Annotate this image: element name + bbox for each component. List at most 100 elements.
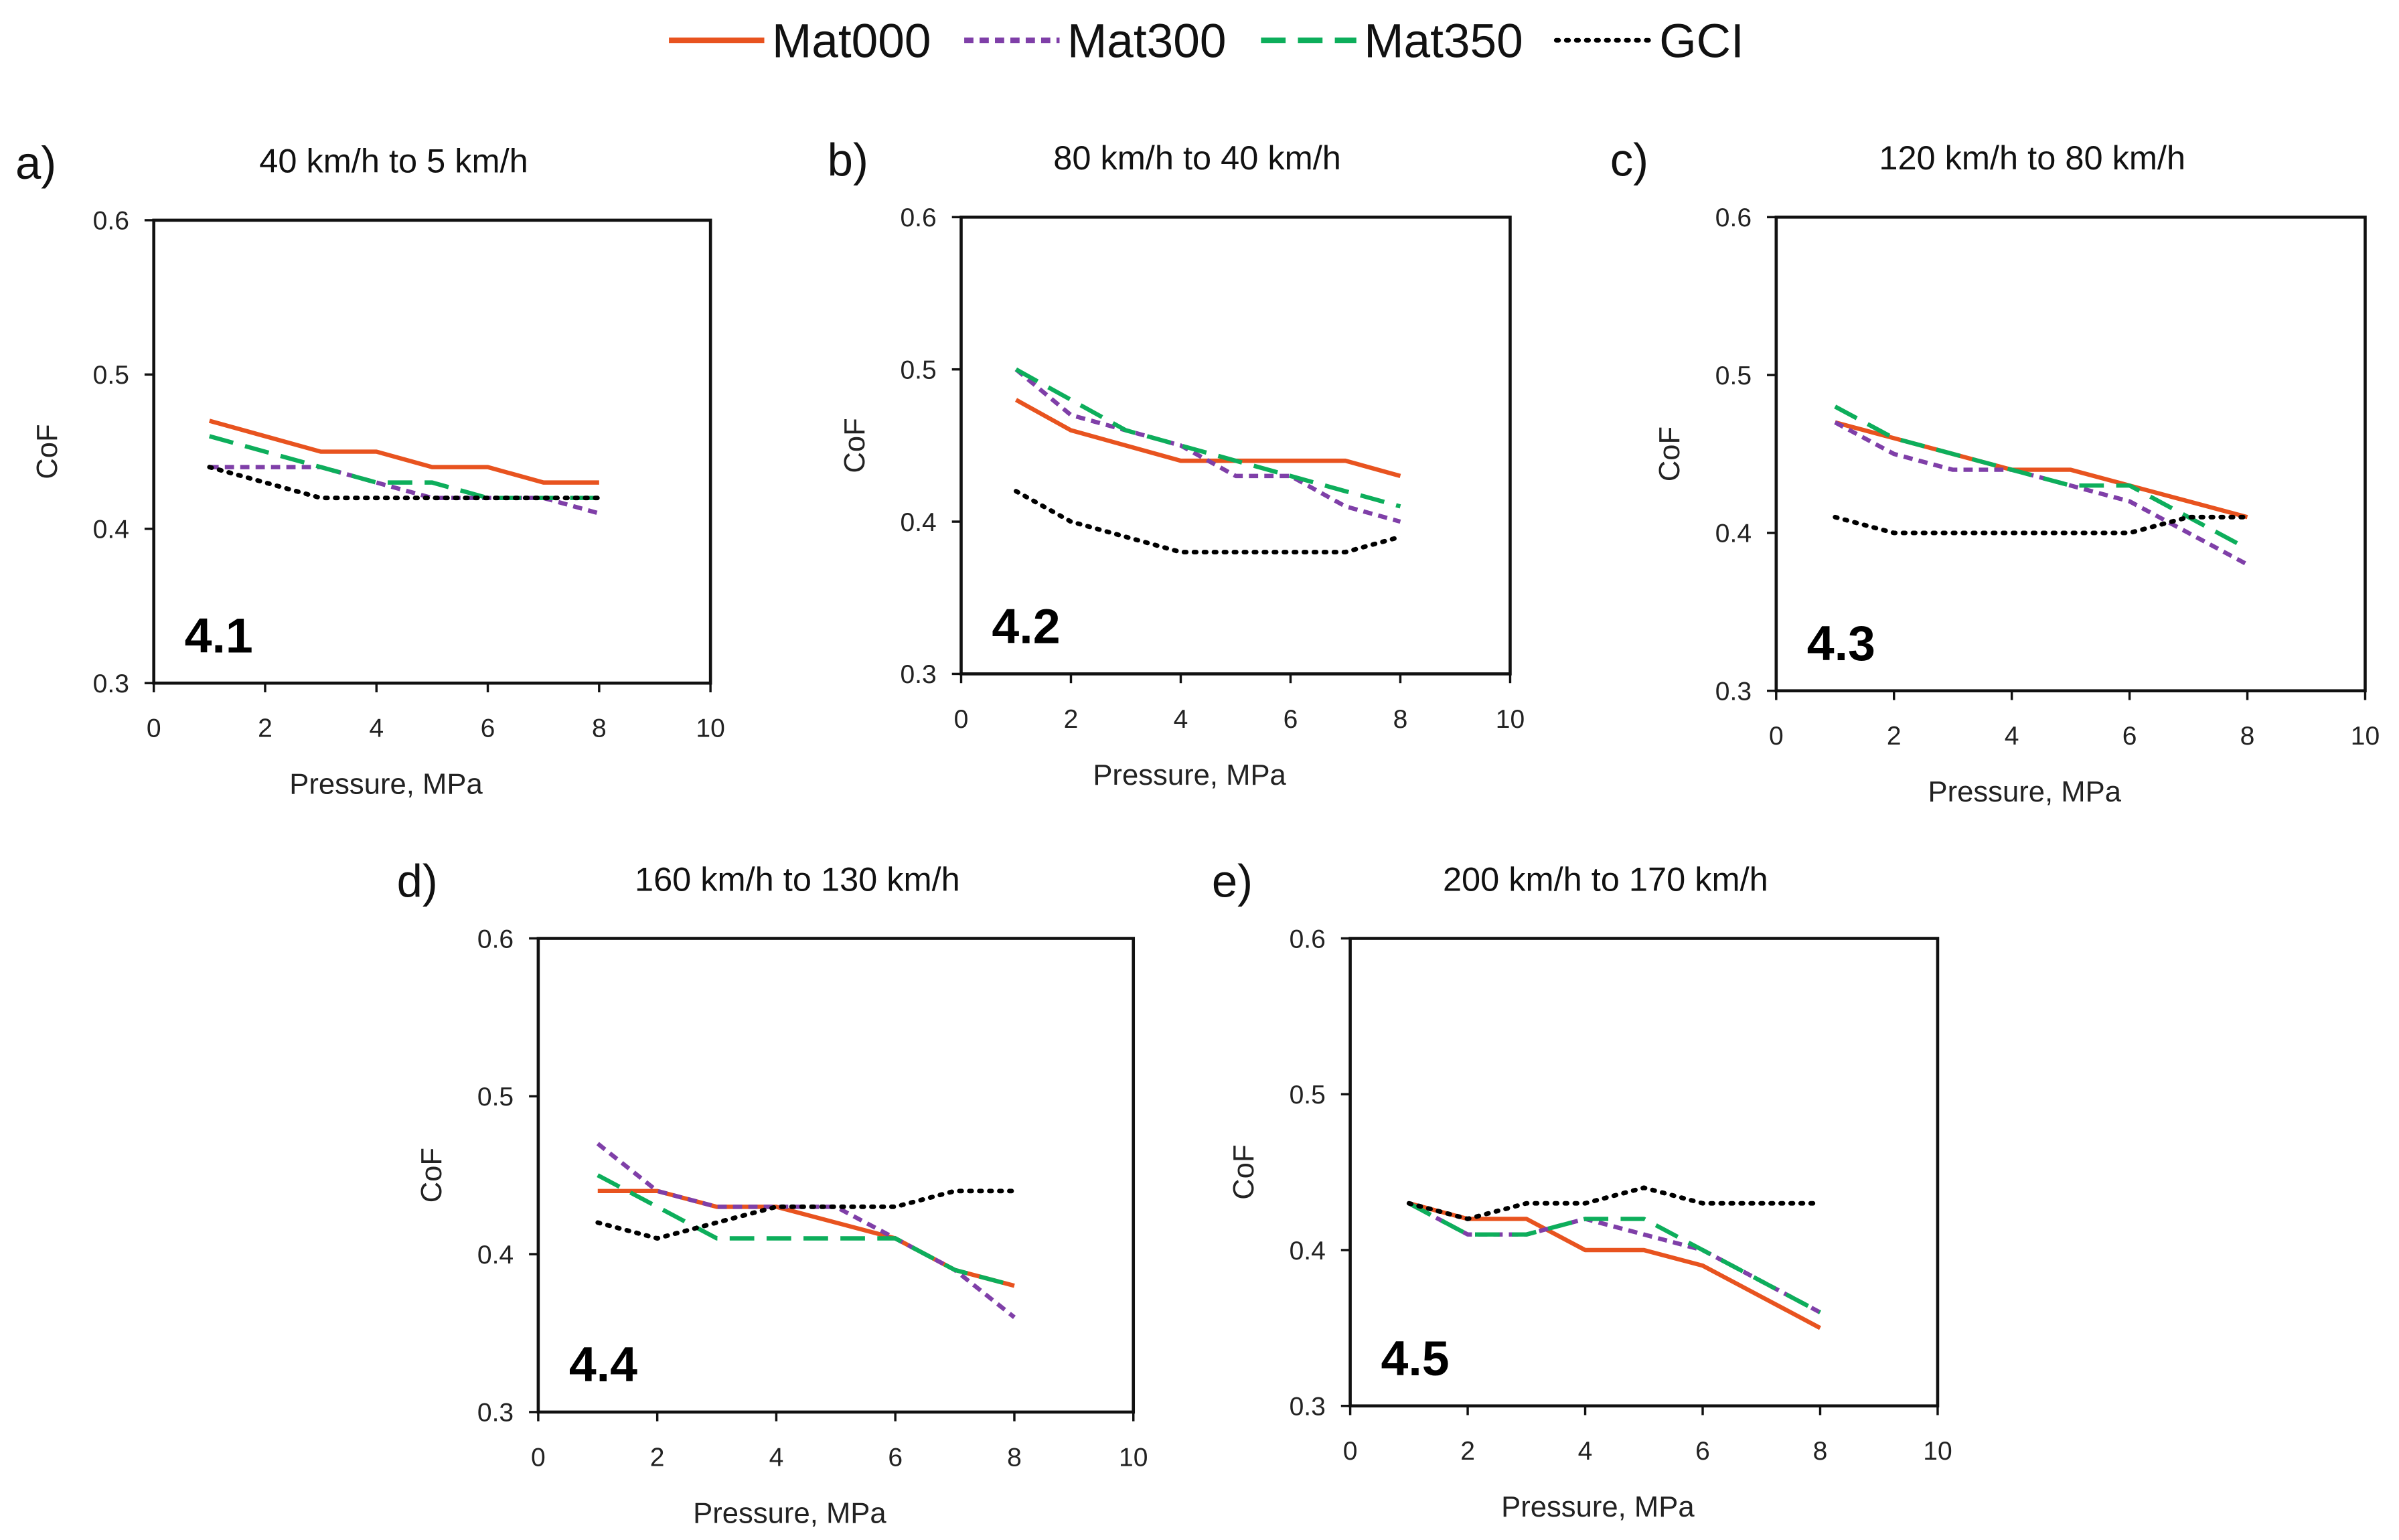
x-tick-label: 8: [1393, 705, 1408, 734]
y-tick-label: 0.6: [1290, 925, 1326, 953]
series-line-gci: [1833, 514, 2250, 536]
series-line-mat000: [208, 418, 599, 485]
y-tick-label: 0.4: [477, 1241, 514, 1269]
x-axis-label: Pressure, MPa: [1093, 759, 1286, 791]
series-line-mat300: [596, 1142, 1016, 1319]
legend: Mat000 Mat300 Mat350 GCI: [669, 15, 1744, 68]
series-line-gci: [207, 465, 602, 501]
x-tick-label: 2: [650, 1443, 665, 1472]
y-tick-label: 0.3: [1290, 1393, 1326, 1421]
series-line-mat300: [1407, 1201, 1821, 1314]
plot-frame: [536, 937, 1136, 1414]
series-line-gci: [1406, 1185, 1823, 1221]
y-axis-label: CoF: [839, 418, 871, 473]
x-tick-label: 10: [2351, 722, 2380, 751]
x-tick-label: 0: [1343, 1437, 1358, 1466]
x-tick-label: 10: [1496, 705, 1525, 734]
y-tick-label: 0.3: [477, 1399, 514, 1428]
x-tick-label: 4: [1174, 705, 1188, 734]
panel-tag: 4.2: [992, 599, 1060, 654]
legend-label: Mat350: [1364, 15, 1523, 68]
plot-frame: [1348, 937, 1940, 1408]
panel-letter: e): [1212, 855, 1253, 907]
series-line-gci: [595, 1188, 1017, 1241]
series-line-mat300: [1014, 368, 1401, 524]
y-tick-label: 0.5: [1715, 362, 1752, 390]
y-tick-label: 0.3: [900, 660, 936, 689]
y-axis-label: CoF: [1654, 427, 1686, 481]
y-tick-label: 0.5: [477, 1083, 514, 1111]
series-line-mat000: [1408, 1201, 1821, 1330]
x-tick-label: 6: [1695, 1437, 1710, 1466]
x-axis-label: Pressure, MPa: [289, 769, 483, 801]
series-line-mat000: [1014, 398, 1401, 478]
series-line-mat350: [208, 434, 599, 500]
y-tick-label: 0.3: [1715, 677, 1752, 706]
x-tick-label: 4: [1578, 1437, 1593, 1466]
x-axis-label: Pressure, MPa: [693, 1497, 886, 1529]
panel-e: e) 200 km/h to 170 km/h 0.3 0.4 0.5 0.6 0 2 4 6 8 1…: [1212, 855, 1952, 1523]
x-tick-label: 10: [696, 714, 724, 743]
panel-letter: d): [397, 855, 438, 907]
y-tick-label: 0.4: [93, 516, 129, 544]
x-tick-label: 6: [2122, 722, 2137, 751]
x-tick-label: 4: [769, 1443, 784, 1472]
x-tick-label: 8: [2240, 722, 2255, 751]
series-line-mat000: [1834, 420, 2248, 520]
y-tick-label: 0.6: [900, 204, 936, 232]
x-tick-label: 2: [1460, 1437, 1475, 1466]
y-tick-label: 0.5: [93, 361, 129, 390]
panel-tag: 4.3: [1807, 615, 1875, 671]
x-tick-label: 6: [1284, 705, 1298, 734]
series-line-mat300: [209, 465, 600, 516]
x-tick-label: 8: [1007, 1443, 1022, 1472]
panel-letter: c): [1610, 134, 1648, 185]
plot-frame: [152, 218, 712, 685]
x-tick-label: 2: [1887, 722, 1902, 751]
series-line-mat350: [1014, 367, 1401, 509]
x-tick-label: 8: [1813, 1437, 1828, 1466]
legend-item-mat000: Mat000: [669, 15, 931, 68]
legend-item-gci: GCI: [1553, 15, 1744, 68]
y-tick-label: 0.6: [1715, 204, 1752, 232]
x-tick-label: 2: [1064, 705, 1079, 734]
panel-c: c) 120 km/h to 80 km/h 0.3 0.4 0.5 0.6 0 2 4 6 8 10…: [1610, 134, 2380, 808]
panel-a: a) 40 km/h to 5 km/h 0.3 0.4 0.5 0.6 0 2 4 6 8 10 Pr…: [15, 137, 725, 801]
panel-d: d) 160 km/h to 130 km/h 0.3 0.4 0.5 0.6 0 2 4 6 8 1…: [397, 855, 1148, 1529]
y-tick-label: 0.6: [93, 207, 129, 236]
series-line-mat350: [1407, 1201, 1821, 1314]
series-line-mat350: [1834, 404, 2249, 551]
x-tick-label: 10: [1923, 1437, 1952, 1466]
panel-tag: 4.1: [185, 607, 253, 663]
panel-title: 160 km/h to 130 km/h: [635, 860, 960, 898]
x-tick-label: 0: [147, 714, 161, 743]
y-axis-label: CoF: [31, 424, 64, 479]
x-tick-label: 4: [2005, 722, 2019, 751]
series-line-mat300: [1834, 420, 2249, 566]
y-axis-label: CoF: [416, 1148, 448, 1203]
y-tick-label: 0.4: [1715, 520, 1752, 548]
y-tick-label: 0.6: [477, 925, 514, 953]
x-tick-label: 6: [888, 1443, 903, 1472]
panels: a) 40 km/h to 5 km/h 0.3 0.4 0.5 0.6 0 2 4 6 8 10 Pr…: [15, 134, 2380, 1529]
panel-title: 40 km/h to 5 km/h: [259, 142, 528, 180]
series-line-mat350: [597, 1173, 1015, 1288]
panel-title: 120 km/h to 80 km/h: [1879, 139, 2185, 177]
x-tick-label: 2: [258, 714, 273, 743]
legend-label: GCI: [1659, 15, 1744, 68]
panel-title: 80 km/h to 40 km/h: [1053, 139, 1341, 177]
legend-label: Mat300: [1067, 15, 1226, 68]
x-tick-label: 10: [1119, 1443, 1148, 1472]
x-tick-label: 4: [369, 714, 384, 743]
legend-label: Mat000: [772, 15, 931, 68]
y-tick-label: 0.5: [1290, 1081, 1326, 1109]
panel-tag: 4.5: [1381, 1330, 1450, 1386]
y-tick-label: 0.4: [1290, 1237, 1326, 1265]
x-tick-label: 0: [531, 1443, 546, 1472]
panel-tag: 4.4: [569, 1336, 637, 1392]
x-tick-label: 6: [481, 714, 495, 743]
x-tick-label: 8: [592, 714, 607, 743]
y-tick-label: 0.4: [900, 508, 936, 537]
series-line-gci: [1014, 489, 1403, 554]
y-axis-label: CoF: [1228, 1144, 1260, 1199]
